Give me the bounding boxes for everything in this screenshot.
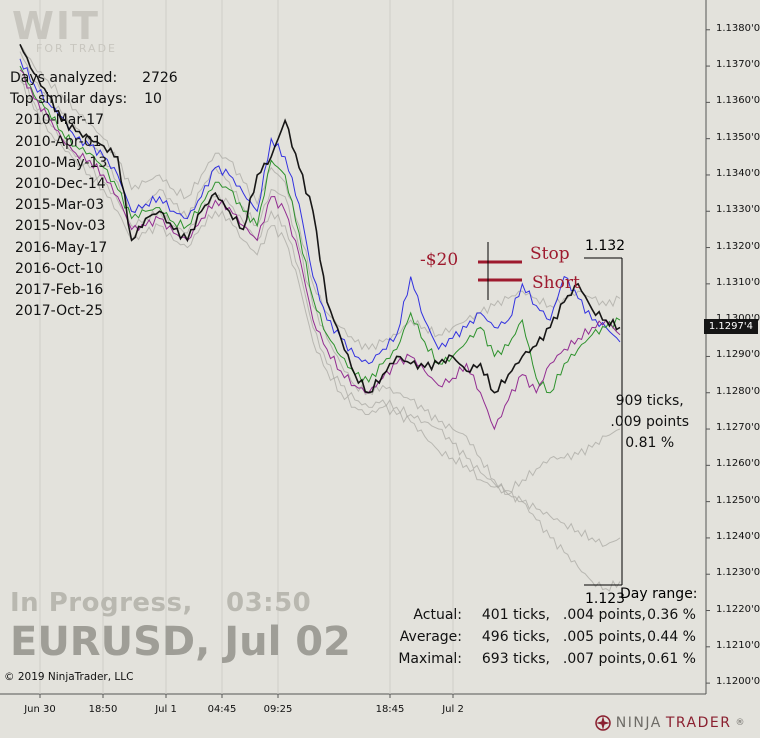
range-ticks: 909 ticks, <box>615 393 684 409</box>
y-tick-label: 1.1300'0 <box>716 313 760 325</box>
y-tick-label: 1.1240'0 <box>716 530 760 542</box>
y-tick-label: 1.1380'0 <box>716 22 760 34</box>
y-tick-label: 1.1310'0 <box>716 276 760 288</box>
wit-logo-subtitle: FOR TRADE <box>36 42 117 55</box>
y-tick-label: 1.1340'0 <box>716 167 760 179</box>
y-tick-label: 1.1250'0 <box>716 494 760 506</box>
x-tick-label: Jul 2 <box>442 704 464 715</box>
status-state: In Progress, <box>10 588 193 618</box>
series-line-green <box>19 65 621 394</box>
y-tick-label: 1.1350'0 <box>716 131 760 143</box>
y-tick-label: 1.1220'0 <box>716 603 760 615</box>
stats-percent: 0.36 % <box>647 607 696 623</box>
chart-grid <box>0 0 710 698</box>
series-line-gray <box>19 51 621 592</box>
chart-series <box>19 43 621 592</box>
stats-row: Maximal: 693 ticks, .007 points,0.61 % <box>396 648 696 670</box>
ninja-word: NINJA <box>615 715 662 731</box>
y-tick-label: 1.1210'0 <box>716 639 760 651</box>
days-analyzed-label: Days analyzed: <box>10 70 118 86</box>
series-line-blue <box>19 58 621 365</box>
chart-marks <box>478 242 712 586</box>
stats-points: .007 points, <box>562 651 646 667</box>
range-summary: 909 ticks, .009 points 0.81 % <box>610 391 689 454</box>
registered-mark: ® <box>735 718 746 728</box>
x-tick-label: 18:50 <box>88 704 118 715</box>
y-tick-label: 1.1320'0 <box>716 240 760 252</box>
instrument-title: EURUSD, Jul 02 <box>10 619 351 665</box>
similar-day-item: 2017-Oct-25 <box>15 303 104 320</box>
x-tick-label: Jul 1 <box>155 704 177 715</box>
stats-ticks: 401 ticks, <box>481 607 550 623</box>
day-range-stats: Actual: 401 ticks, .004 points,0.36 % Avera… <box>396 604 696 670</box>
stop-annotation: Stop <box>530 244 570 264</box>
range-high-label: 1.132 <box>585 238 626 254</box>
top-similar-row: Top similar days: 10 <box>10 89 178 110</box>
range-low-label: 1.123 <box>585 591 626 607</box>
analysis-info: Days analyzed: 2726 Top similar days: 10… <box>10 68 178 322</box>
days-analyzed-row: Days analyzed: 2726 <box>10 68 178 89</box>
status-line: In Progress, 03:50 <box>10 588 311 618</box>
days-analyzed-value: 2726 <box>142 70 178 86</box>
stats-row: Actual: 401 ticks, .004 points,0.36 % <box>396 604 696 626</box>
current-price-tag: 1.1297'4 <box>703 319 758 334</box>
stats-label: Maximal: <box>398 651 462 667</box>
stats-label: Average: <box>399 629 462 645</box>
y-tick-label: 1.1260'0 <box>716 458 760 470</box>
y-tick-label: 1.1360'0 <box>716 95 760 107</box>
similar-day-item: 2010-Mar-17 <box>15 112 105 129</box>
series-line-black <box>19 43 621 394</box>
stats-percent: 0.61 % <box>647 651 696 667</box>
copyright: © 2019 NinjaTrader, LLC <box>4 671 134 683</box>
range-points: .009 points <box>610 414 689 430</box>
stats-percent: 0.44 % <box>647 629 696 645</box>
similar-days-list: 2010-Mar-17 2010-Apr-01 2010-May-13 2010-De… <box>10 110 178 322</box>
y-tick-label: 1.1200'0 <box>716 676 760 688</box>
y-tick-label: 1.1290'0 <box>716 349 760 361</box>
similar-day-item: 2015-Mar-03 <box>15 197 105 214</box>
status-time: 03:50 <box>226 588 312 618</box>
similar-day-item: 2017-Feb-16 <box>15 282 104 299</box>
stats-row: Average: 496 ticks, .005 points,0.44 % <box>396 626 696 648</box>
stats-rows: Actual: 401 ticks, .004 points,0.36 % Avera… <box>396 604 696 670</box>
top-similar-value: 10 <box>144 91 162 108</box>
similar-day-item: 2016-Oct-10 <box>15 260 104 277</box>
stats-ticks: 693 ticks, <box>481 651 550 667</box>
similar-day-item: 2015-Nov-03 <box>15 218 106 235</box>
wit-logo: WIT <box>12 4 100 48</box>
trader-word: TRADER <box>665 715 732 731</box>
x-tick-label: 09:25 <box>263 704 293 715</box>
short-annotation: Short <box>532 273 580 293</box>
ninjatrader-logo: NINJA TRADER ® <box>594 714 746 732</box>
y-tick-label: 1.1270'0 <box>716 422 760 434</box>
series-line-purple <box>19 69 621 431</box>
y-tick-label: 1.1280'0 <box>716 385 760 397</box>
similar-day-item: 2010-May-13 <box>15 154 108 171</box>
similar-day-item: 2010-Dec-14 <box>15 176 106 193</box>
x-tick-label: 18:45 <box>375 704 405 715</box>
top-similar-label: Top similar days: <box>10 91 128 108</box>
day-range-label: Day range: <box>620 586 698 602</box>
stats-points: .005 points, <box>562 629 646 645</box>
x-tick-label: 04:45 <box>207 704 237 715</box>
stats-ticks: 496 ticks, <box>481 629 550 645</box>
series-line-gray <box>19 73 621 493</box>
range-percent: 0.81 % <box>625 435 675 451</box>
stats-points: .004 points, <box>562 607 646 623</box>
y-tick-label: 1.1330'0 <box>716 204 760 216</box>
series-line-gray <box>19 80 621 548</box>
stats-label: Actual: <box>413 607 462 623</box>
y-tick-label: 1.1370'0 <box>716 59 760 71</box>
pnl-annotation: -$20 <box>420 250 459 270</box>
similar-day-item: 2016-May-17 <box>15 239 108 256</box>
y-tick-label: 1.1230'0 <box>716 567 760 579</box>
similar-day-item: 2010-Apr-01 <box>15 133 102 150</box>
ninjatrader-star-icon <box>595 715 611 731</box>
x-tick-label: Jun 30 <box>24 704 56 715</box>
